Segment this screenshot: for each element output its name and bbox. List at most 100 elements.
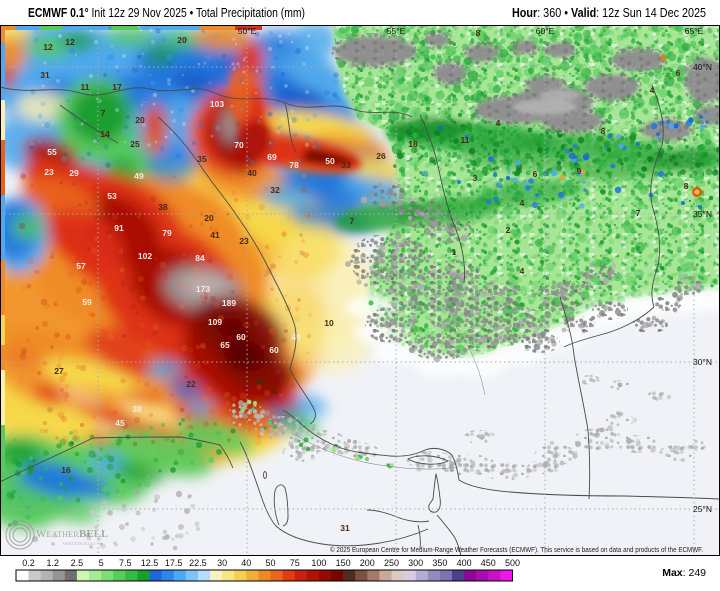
svg-text:40: 40 [255,376,265,386]
svg-text:500: 500 [505,558,520,568]
svg-text:31: 31 [340,523,350,533]
svg-text:49: 49 [134,171,144,181]
svg-text:38: 38 [132,404,142,414]
svg-text:450: 450 [481,558,496,568]
svg-text:23: 23 [44,167,54,177]
svg-text:100: 100 [311,558,326,568]
svg-text:16: 16 [61,465,71,475]
svg-text:60: 60 [269,345,279,355]
svg-text:60°E: 60°E [536,26,555,36]
svg-text:40: 40 [241,558,251,568]
svg-text:27: 27 [54,366,64,376]
svg-text:30: 30 [217,558,227,568]
svg-text:31: 31 [40,70,50,80]
svg-text:173: 173 [196,284,210,294]
svg-text:84: 84 [195,253,205,263]
svg-text:30°N: 30°N [693,357,712,367]
svg-text:WEATHERBELL: WEATHERBELL [36,528,108,540]
svg-text:189: 189 [222,298,236,308]
svg-text:75: 75 [290,558,300,568]
svg-text:102: 102 [138,251,152,261]
svg-text:40: 40 [247,168,257,178]
svg-text:65: 65 [220,340,230,350]
svg-text:45: 45 [115,418,125,428]
svg-text:ECMWF 0.1° Init 12z 29 Nov 202: ECMWF 0.1° Init 12z 29 Nov 2025 • Total … [28,6,305,20]
svg-text:65°E: 65°E [685,26,704,36]
svg-text:ANALYTICS LLC: ANALYTICS LLC [62,541,97,546]
svg-text:8: 8 [601,126,606,136]
svg-text:1.2: 1.2 [46,558,59,568]
svg-text:350: 350 [432,558,447,568]
svg-text:5: 5 [99,558,104,568]
svg-text:25°N: 25°N [693,504,712,514]
svg-text:22.5: 22.5 [189,558,207,568]
svg-text:7: 7 [636,208,641,218]
svg-text:20: 20 [204,213,214,223]
svg-text:10: 10 [324,318,334,328]
svg-text:4: 4 [520,266,525,276]
svg-text:11: 11 [81,82,90,92]
svg-text:49: 49 [291,332,301,342]
svg-text:32: 32 [270,185,280,195]
svg-text:400: 400 [457,558,472,568]
svg-text:70: 70 [234,140,244,150]
svg-text:20: 20 [177,35,187,45]
svg-text:41: 41 [210,230,220,240]
svg-text:78: 78 [289,160,299,170]
svg-text:50: 50 [265,558,275,568]
svg-text:35°N: 35°N [693,209,712,219]
svg-text:17.5: 17.5 [165,558,183,568]
svg-text:150: 150 [336,558,351,568]
svg-text:17: 17 [112,82,122,92]
svg-text:3: 3 [473,173,478,183]
svg-text:69: 69 [267,152,277,162]
svg-text:7.5: 7.5 [119,558,132,568]
svg-text:25: 25 [130,139,140,149]
svg-text:38: 38 [158,202,168,212]
svg-text:8: 8 [684,181,689,191]
svg-text:60: 60 [236,332,246,342]
svg-text:200: 200 [360,558,375,568]
svg-text:6: 6 [533,169,538,179]
svg-text:7: 7 [350,216,355,226]
svg-text:26: 26 [376,151,386,161]
svg-text:6: 6 [676,68,681,78]
svg-text:1: 1 [452,247,457,257]
svg-text:91: 91 [114,223,124,233]
svg-text:53: 53 [107,191,117,201]
svg-text:4: 4 [650,85,655,95]
svg-text:0.2: 0.2 [22,558,35,568]
svg-text:12.5: 12.5 [141,558,159,568]
svg-text:109: 109 [208,317,222,327]
svg-text:23: 23 [239,236,249,246]
svg-text:29: 29 [69,168,79,178]
svg-text:© 2025 European Centre for Med: © 2025 European Centre for Medium-Range … [330,546,703,554]
svg-text:4: 4 [496,118,501,128]
svg-text:2: 2 [506,225,511,235]
svg-text:9: 9 [577,166,582,176]
svg-text:12: 12 [65,37,75,47]
svg-text:14: 14 [100,129,110,139]
svg-text:18: 18 [408,139,418,149]
svg-text:6: 6 [273,386,278,396]
svg-text:33: 33 [341,160,351,170]
svg-text:103: 103 [210,99,224,109]
svg-text:40°N: 40°N [693,62,712,72]
svg-text:20: 20 [135,115,145,125]
svg-text:59: 59 [82,297,92,307]
svg-text:250: 250 [384,558,399,568]
svg-text:79: 79 [162,228,172,238]
svg-text:Max: 249: Max: 249 [662,567,706,579]
svg-text:50°E: 50°E [238,26,257,36]
svg-text:22: 22 [186,379,196,389]
svg-text:57: 57 [76,261,86,271]
svg-text:2.5: 2.5 [71,558,84,568]
svg-text:300: 300 [408,558,423,568]
svg-text:4: 4 [520,198,525,208]
svg-text:35: 35 [197,154,207,164]
svg-text:12: 12 [43,42,53,52]
svg-text:50: 50 [325,156,335,166]
svg-text:55°E: 55°E [387,26,406,36]
svg-text:11: 11 [461,135,470,145]
svg-text:Hour: 360 • Valid: 12z Sun 14: Hour: 360 • Valid: 12z Sun 14 Dec 2025 [512,6,706,20]
